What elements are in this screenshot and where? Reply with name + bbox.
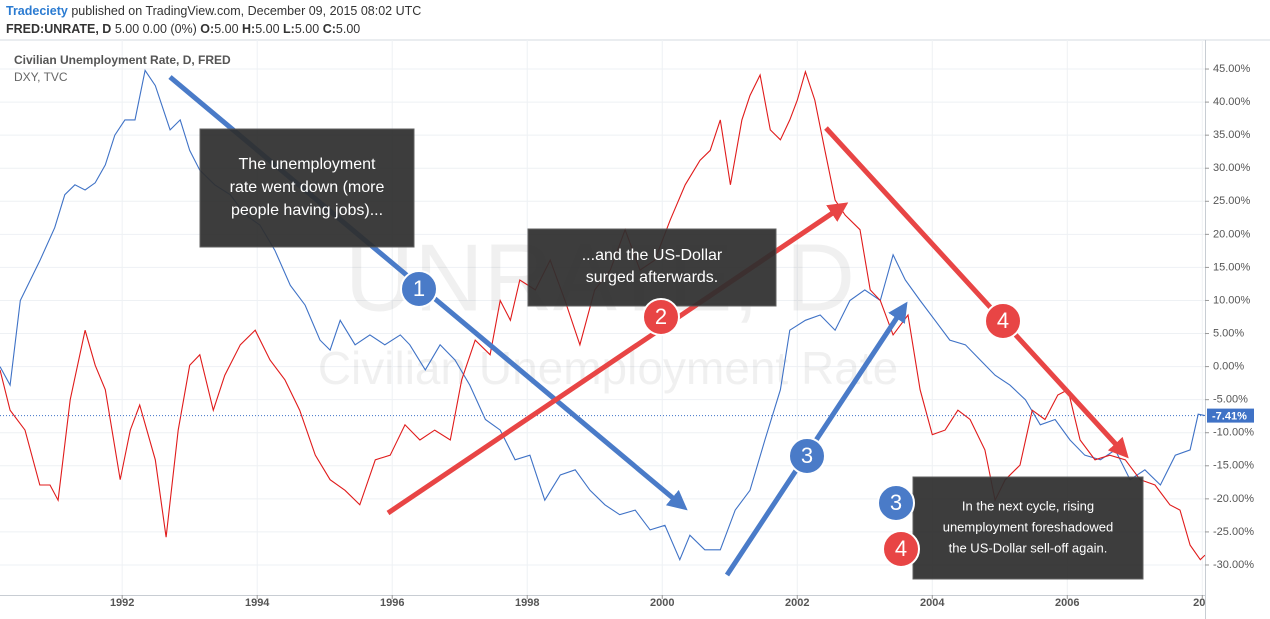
x-tick-label: 1994 [245, 597, 270, 609]
annotation-box [199, 128, 415, 248]
annotation-box [912, 476, 1144, 580]
x-tick-label: 2000 [650, 597, 674, 609]
annotation-text: the US-Dollar sell-off again. [949, 540, 1108, 555]
y-tick-label: -25.00% [1213, 526, 1254, 538]
y-tick-label: 40.00% [1213, 96, 1251, 108]
series-line [0, 69, 1205, 562]
x-tick-label: 1992 [110, 597, 134, 609]
step-marker [788, 437, 826, 475]
step-number: 2 [655, 304, 667, 329]
y-tick-label: 25.00% [1213, 195, 1251, 207]
arrow [824, 126, 1129, 459]
ohlc-key: H: [242, 22, 255, 36]
y-tick-label: 15.00% [1213, 261, 1251, 273]
header-line: Tradeciety published on TradingView.com,… [6, 4, 421, 18]
x-tick-label: 200 [1193, 597, 1211, 609]
ohlc-key: O: [200, 22, 214, 36]
step-marker [882, 530, 920, 568]
step-number: 4 [895, 536, 907, 561]
y-tick-label: 0.00% [1213, 361, 1244, 373]
y-tick-label: 45.00% [1213, 63, 1251, 75]
publisher[interactable]: Tradeciety [6, 4, 68, 18]
x-tick-label: 1998 [515, 597, 539, 609]
step-number: 1 [413, 276, 425, 301]
legend-entry: DXY, TVC [14, 70, 68, 84]
step-marker [642, 298, 680, 336]
annotation-text: ...and the US-Dollar [582, 247, 723, 264]
annotation-text: The unemployment [239, 156, 377, 173]
price-scale [1206, 41, 1270, 619]
annotation-text: In the next cycle, rising [962, 498, 1094, 513]
y-tick-label: -20.00% [1213, 493, 1254, 505]
ohlc-value: 5.00 [214, 22, 238, 36]
time-labels: 1992 1994 1996 1998 2000 2002 2004 2006 200 [110, 597, 1211, 609]
symbol-line: FRED:UNRATE, D 5.00 0.00 (0%) O:5.00 H:5… [6, 22, 360, 36]
change: 5.00 0.00 (0%) [115, 22, 197, 36]
ohlc-key: C: [323, 22, 336, 36]
step-number: 3 [801, 443, 813, 468]
step-marker [877, 484, 915, 522]
published: published on TradingView.com, December 0… [68, 4, 421, 18]
y-tick-label: 5.00% [1213, 327, 1244, 339]
symbol: FRED:UNRATE, D [6, 22, 111, 36]
ohlc-value: 5.00 [255, 22, 279, 36]
watermark-name: Civilian Unemployment Rate [318, 342, 898, 394]
ohlc-key: L: [283, 22, 295, 36]
last-value-badge [1207, 408, 1254, 423]
step-marker [984, 302, 1022, 340]
step-marker [400, 270, 438, 308]
y-tick-label: 10.00% [1213, 294, 1251, 306]
ohlc-value: 5.00 [336, 22, 360, 36]
x-tick-label: 2004 [920, 597, 945, 609]
y-tick-label: 20.00% [1213, 228, 1251, 240]
y-tick-label: -30.00% [1213, 559, 1254, 571]
x-tick-label: 1996 [380, 597, 404, 609]
x-tick-label: 2002 [785, 597, 809, 609]
annotation-text: people having jobs)... [231, 202, 383, 219]
annotation-box [527, 228, 777, 307]
annotation-text: surged afterwards. [586, 269, 719, 286]
step-number: 4 [997, 308, 1009, 333]
y-tick-label: 35.00% [1213, 129, 1251, 141]
ohlc-value: 5.00 [295, 22, 319, 36]
y-tick-label: -10.00% [1213, 427, 1254, 439]
legend-entry: Civilian Unemployment Rate, D, FRED [14, 53, 231, 67]
x-tick-label: 2006 [1055, 597, 1079, 609]
step-number: 3 [890, 490, 902, 515]
y-tick-label: -5.00% [1213, 394, 1248, 406]
last-value-label: -7.41% [1212, 411, 1247, 423]
y-tick-label: 30.00% [1213, 162, 1251, 174]
y-tick-label: -15.00% [1213, 460, 1254, 472]
annotation-text: unemployment foreshadowed [943, 519, 1114, 534]
annotation-text: rate went down (more [230, 179, 385, 196]
